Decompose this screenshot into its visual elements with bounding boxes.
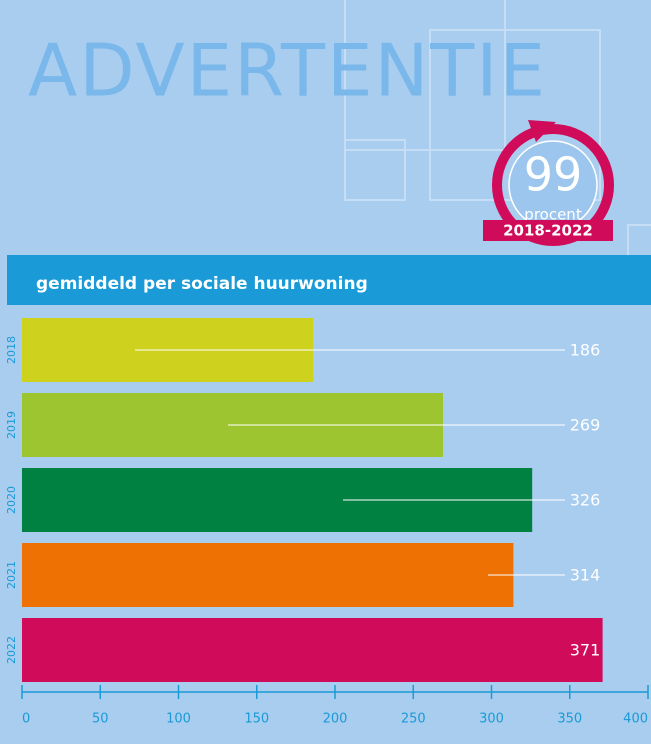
value-label: 326 <box>570 491 601 510</box>
badge-period: 2018-2022 <box>503 222 593 240</box>
value-label: 314 <box>570 566 601 585</box>
bar <box>22 543 514 607</box>
badge-unit: procent <box>524 206 582 224</box>
chart-title: gemiddeld per sociale huurwoning <box>36 274 368 294</box>
decor-square <box>344 139 406 201</box>
y-tick-label: 2019 <box>5 411 18 439</box>
value-label: 186 <box>570 341 601 360</box>
advert-label: ADVERTENTIE <box>28 29 547 113</box>
value-label: 371 <box>570 641 601 660</box>
x-tick-label: 400 <box>623 712 648 727</box>
x-tick-label: 350 <box>557 712 582 727</box>
x-tick-label: 0 <box>22 712 30 727</box>
decor-square <box>344 0 506 151</box>
badge-arrow <box>528 120 556 142</box>
header-bar <box>7 255 651 305</box>
x-tick-label: 100 <box>166 712 191 727</box>
y-tick-label: 2022 <box>5 636 18 664</box>
x-tick-label: 50 <box>92 712 109 727</box>
badge-banner <box>483 220 613 241</box>
x-tick-label: 250 <box>401 712 426 727</box>
x-tick-label: 300 <box>479 712 504 727</box>
y-tick-label: 2018 <box>5 336 18 364</box>
value-label: 269 <box>570 416 601 435</box>
bar <box>22 618 603 682</box>
badge-value: 99 <box>524 148 583 202</box>
x-tick-label: 150 <box>244 712 269 727</box>
y-tick-label: 2021 <box>5 561 18 589</box>
y-tick-label: 2020 <box>5 486 18 514</box>
x-tick-label: 200 <box>323 712 348 727</box>
